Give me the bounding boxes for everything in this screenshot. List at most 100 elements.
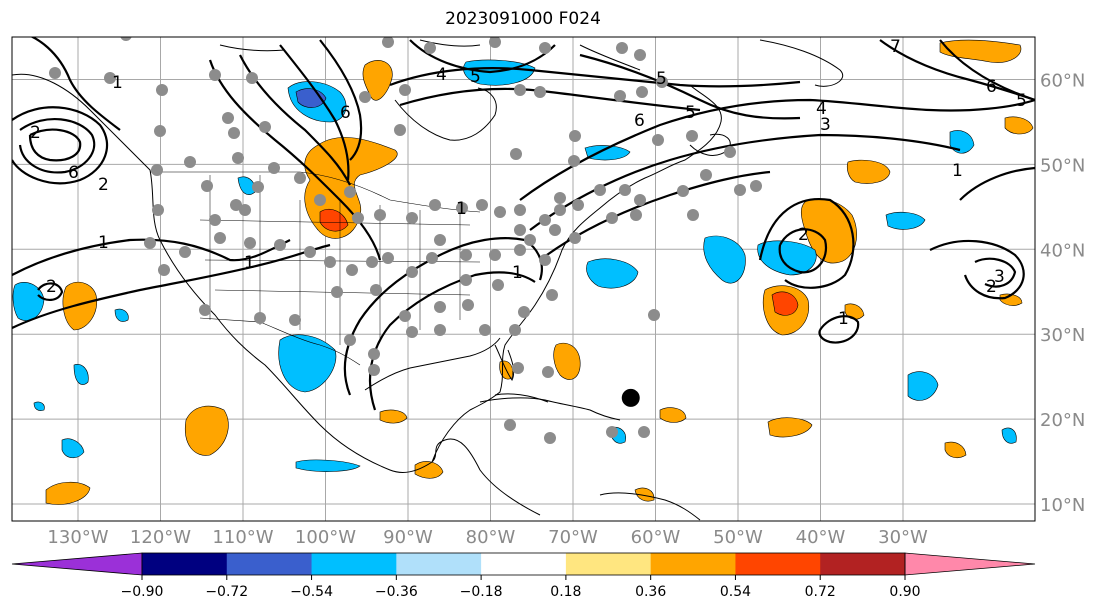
colorbar-tick-label: −0.54 (290, 584, 333, 600)
negative-anomaly-area (757, 240, 817, 276)
negative-anomaly-area (584, 145, 631, 161)
negative-anomaly-area (907, 371, 939, 401)
contour-label: 1 (456, 199, 467, 219)
station-dot (374, 209, 386, 221)
station-dot (259, 121, 271, 133)
positive-anomaly-area (767, 417, 813, 438)
station-dot (648, 309, 660, 321)
station-dot (254, 312, 266, 324)
positive-anomaly-area (846, 159, 891, 184)
contour-line (12, 238, 291, 276)
positive-anomaly-area (944, 441, 967, 459)
station-dot (152, 204, 164, 216)
station-dot (352, 212, 364, 224)
contour-line (879, 39, 1035, 102)
station-dot (209, 69, 221, 81)
station-dot (382, 37, 394, 48)
contour-label: 3 (994, 267, 1005, 287)
map-frame (11, 36, 1036, 522)
florida (494, 344, 515, 381)
station-dot (199, 304, 211, 316)
colorbar-outline (141, 552, 906, 576)
station-dot (120, 37, 132, 41)
station-dot (368, 364, 380, 376)
latitude-tick-label: 20°N (1040, 410, 1085, 431)
colorbar-bin (565, 553, 652, 575)
longitude-tick-label: 110°W (212, 527, 273, 548)
station-dot (724, 146, 736, 158)
station-dot (634, 194, 646, 206)
hudson-bay (394, 87, 497, 141)
positive-anomaly-area (939, 39, 1022, 63)
latitude-tick-label: 40°N (1040, 240, 1085, 261)
negative-anomaly-area (278, 334, 337, 393)
cuba (494, 393, 549, 403)
colorbar-tick-label: 0.72 (805, 584, 836, 600)
station-dot (434, 324, 446, 336)
station-dot (524, 234, 536, 246)
colorbar-bin (481, 553, 567, 575)
station-dot (489, 249, 501, 261)
contour-line (18, 117, 96, 174)
contour-label: 5 (685, 103, 696, 123)
longitude-tick-label: 30°W (878, 527, 928, 548)
latitude-tick-label: 30°N (1040, 325, 1085, 346)
contour-label: 5 (470, 67, 481, 87)
contour-label-group: 1 1 1 2 2 4 5 6 6 5 4 3 6 5 2 1 1 2 3 1 … (30, 37, 1027, 329)
contour-line (12, 243, 331, 329)
colorbar-tick-label: −0.36 (375, 584, 418, 600)
positive-anomaly-area (553, 342, 581, 380)
greenland (759, 39, 843, 87)
contour-line (279, 44, 350, 181)
station-dot (734, 184, 746, 196)
station-dot (614, 90, 626, 102)
station-dot (460, 274, 472, 286)
positive-anomaly-core (771, 291, 799, 316)
gulf-coast (364, 337, 501, 391)
negative-anomaly-area (949, 130, 975, 154)
latitude-labels: 60°N 50°N 40°N 30°N 20°N 10°N (1040, 70, 1085, 516)
longitude-tick-label: 60°W (631, 527, 681, 548)
station-dot (677, 185, 689, 197)
station-dot (514, 84, 526, 96)
station-dot (222, 112, 234, 124)
station-dot (544, 432, 556, 444)
station-dot (494, 206, 506, 218)
station-dot (434, 301, 446, 313)
positive-anomaly-core (319, 208, 349, 232)
negative-anomaly-area (885, 211, 926, 230)
station-dot (594, 184, 606, 196)
station-dot (314, 194, 326, 206)
caribbean-islands (479, 397, 621, 421)
station-dot (252, 181, 264, 193)
station-dot (201, 180, 213, 192)
station-dot (268, 162, 280, 174)
contour-label: 2 (798, 225, 809, 245)
colorbar-bin (735, 553, 821, 575)
station-dot (652, 134, 664, 146)
contour-label: 2 (46, 277, 57, 297)
station-dot (569, 130, 581, 142)
colorbar-bin (226, 553, 313, 575)
contour-label: 1 (112, 73, 123, 93)
anomaly-shading (12, 39, 1034, 505)
station-dot (460, 249, 472, 261)
station-dot (656, 76, 668, 88)
negative-anomaly-area (61, 438, 85, 459)
station-dot (492, 279, 504, 291)
contour-line (399, 87, 701, 112)
negative-anomaly-core (295, 88, 327, 108)
colorbar-bin (396, 553, 482, 575)
station-dot (289, 314, 301, 326)
positive-anomaly-area (379, 409, 408, 424)
longitude-tick-label: 120°W (130, 527, 191, 548)
map-background (12, 37, 1035, 521)
station-dot (394, 124, 406, 136)
colorbar-tick-label: 0.54 (720, 584, 751, 600)
contour-line (959, 166, 1035, 201)
station-dot (406, 212, 418, 224)
station-dot (619, 184, 631, 196)
station-dot (687, 209, 699, 221)
contour-line (758, 198, 855, 289)
station-dot (750, 180, 762, 192)
